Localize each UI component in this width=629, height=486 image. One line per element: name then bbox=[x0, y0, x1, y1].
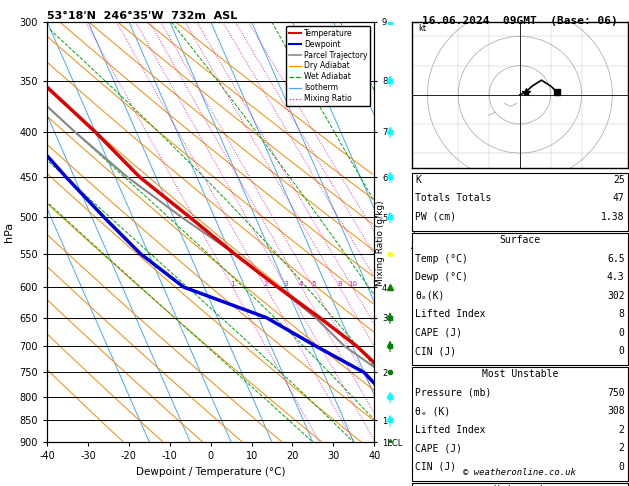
Text: 1.38: 1.38 bbox=[601, 212, 625, 222]
Text: 0: 0 bbox=[619, 328, 625, 338]
Text: θₑ (K): θₑ (K) bbox=[415, 406, 450, 417]
Text: 1: 1 bbox=[230, 281, 235, 287]
Text: CIN (J): CIN (J) bbox=[415, 462, 456, 472]
Text: 53°18'N  246°35'W  732m  ASL: 53°18'N 246°35'W 732m ASL bbox=[47, 11, 237, 21]
Text: 4: 4 bbox=[299, 281, 303, 287]
Legend: Temperature, Dewpoint, Parcel Trajectory, Dry Adiabat, Wet Adiabat, Isotherm, Mi: Temperature, Dewpoint, Parcel Trajectory… bbox=[286, 26, 370, 106]
Text: CAPE (J): CAPE (J) bbox=[415, 443, 462, 453]
Text: © weatheronline.co.uk: © weatheronline.co.uk bbox=[464, 468, 576, 477]
X-axis label: Dewpoint / Temperature (°C): Dewpoint / Temperature (°C) bbox=[136, 467, 286, 477]
Text: θₑ(K): θₑ(K) bbox=[415, 291, 445, 301]
Text: PW (cm): PW (cm) bbox=[415, 212, 456, 222]
Text: Dewp (°C): Dewp (°C) bbox=[415, 272, 468, 282]
Text: 4.3: 4.3 bbox=[607, 272, 625, 282]
Text: 750: 750 bbox=[607, 388, 625, 398]
Text: 47: 47 bbox=[613, 193, 625, 204]
Text: CIN (J): CIN (J) bbox=[415, 346, 456, 356]
Text: 8: 8 bbox=[619, 309, 625, 319]
Text: Totals Totals: Totals Totals bbox=[415, 193, 491, 204]
Text: 2: 2 bbox=[264, 281, 268, 287]
Text: 302: 302 bbox=[607, 291, 625, 301]
Text: Surface: Surface bbox=[499, 235, 540, 245]
Y-axis label: hPa: hPa bbox=[4, 222, 14, 242]
Text: 16.06.2024  09GMT  (Base: 06): 16.06.2024 09GMT (Base: 06) bbox=[422, 16, 618, 26]
Text: Hodograph: Hodograph bbox=[493, 485, 547, 486]
Text: 0: 0 bbox=[619, 462, 625, 472]
Text: kt: kt bbox=[418, 24, 426, 33]
Text: 2: 2 bbox=[619, 425, 625, 435]
Text: Pressure (mb): Pressure (mb) bbox=[415, 388, 491, 398]
Text: 6.5: 6.5 bbox=[607, 254, 625, 264]
Text: Temp (°C): Temp (°C) bbox=[415, 254, 468, 264]
Text: 3: 3 bbox=[284, 281, 288, 287]
Text: CAPE (J): CAPE (J) bbox=[415, 328, 462, 338]
Text: Lifted Index: Lifted Index bbox=[415, 309, 486, 319]
Text: K: K bbox=[415, 175, 421, 185]
Text: Lifted Index: Lifted Index bbox=[415, 425, 486, 435]
Text: 10: 10 bbox=[348, 281, 357, 287]
Text: Mixing Ratio (g/kg): Mixing Ratio (g/kg) bbox=[376, 200, 385, 286]
Text: 25: 25 bbox=[613, 175, 625, 185]
Text: 0: 0 bbox=[619, 346, 625, 356]
Text: 5: 5 bbox=[311, 281, 315, 287]
Text: 8: 8 bbox=[337, 281, 342, 287]
Text: 2: 2 bbox=[619, 443, 625, 453]
Text: 308: 308 bbox=[607, 406, 625, 417]
Y-axis label: km
ASL: km ASL bbox=[411, 232, 427, 251]
Text: Most Unstable: Most Unstable bbox=[482, 369, 558, 380]
